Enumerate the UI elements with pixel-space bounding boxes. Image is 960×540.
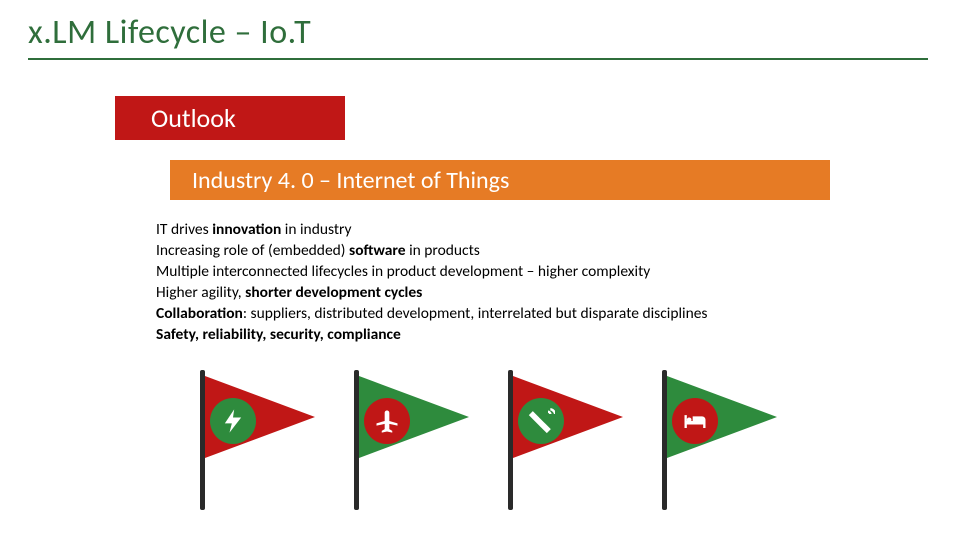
- subtitle-box: Industry 4. 0 – Internet of Things: [170, 160, 830, 200]
- plane-icon: [364, 398, 410, 444]
- satellite-icon: [518, 398, 564, 444]
- bed-icon: [672, 398, 718, 444]
- flag: [508, 370, 628, 510]
- flag-row: [200, 370, 782, 510]
- title-underline: [28, 58, 928, 60]
- bullet-line: Safety, reliability, security, complianc…: [156, 325, 900, 346]
- bullet-list: IT drives innovation in industryIncreasi…: [156, 220, 900, 346]
- bullet-line: Collaboration: suppliers, distributed de…: [156, 304, 900, 325]
- bolt-icon: [210, 398, 256, 444]
- flag: [354, 370, 474, 510]
- flag: [662, 370, 782, 510]
- bullet-line: Higher agility, shorter development cycl…: [156, 283, 900, 304]
- flag: [200, 370, 320, 510]
- bullet-line: IT drives innovation in industry: [156, 220, 900, 241]
- slide: x.LM Lifecycle – Io.T Outlook Industry 4…: [0, 0, 960, 540]
- outlook-label-box: Outlook: [115, 96, 345, 140]
- bullet-line: Increasing role of (embedded) software i…: [156, 241, 900, 262]
- slide-title: x.LM Lifecycle – Io.T: [28, 12, 311, 53]
- bullet-line: Multiple interconnected lifecycles in pr…: [156, 262, 900, 283]
